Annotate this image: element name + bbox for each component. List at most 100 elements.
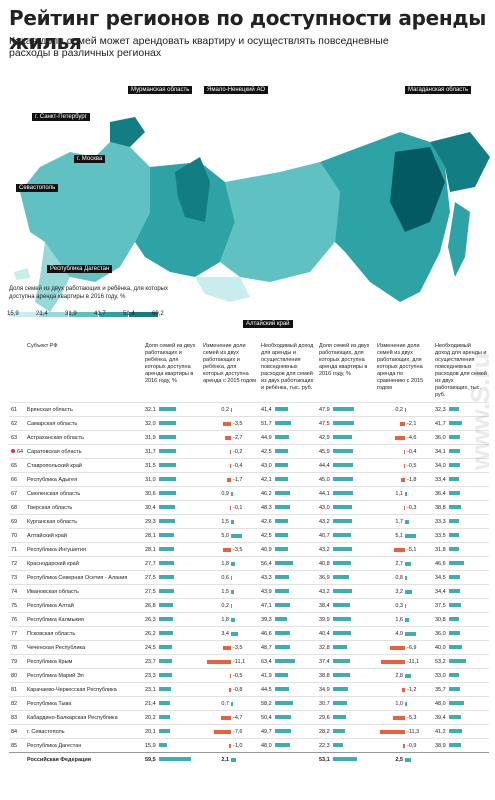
bar bbox=[158, 659, 172, 664]
header-share: Доля семей из двух работающих, для котор… bbox=[319, 343, 370, 377]
cell-value: 31,7 bbox=[145, 448, 156, 455]
cell-value: 15,9 bbox=[145, 742, 156, 749]
cell-rank: 66 bbox=[9, 472, 25, 487]
cell-rank: 67 bbox=[9, 486, 25, 501]
table-row: 74 Ивановская область 27,5 1,5 43,9 43,2 3,2 34… bbox=[9, 584, 489, 599]
cell-value: 0,2 bbox=[395, 406, 403, 413]
cell-region: Тверская область bbox=[25, 500, 143, 515]
bar bbox=[274, 743, 291, 748]
bar bbox=[448, 659, 466, 664]
cell-value: 0,2 bbox=[221, 602, 229, 609]
cell-rank: 63 bbox=[9, 430, 25, 445]
map-label-murmansk: Мурманская область bbox=[128, 86, 193, 94]
rating-table: Субъект РФ Доля семей из двух работающих… bbox=[9, 340, 489, 766]
cell-value: 41,7 bbox=[435, 420, 446, 427]
cell-value: 46,6 bbox=[261, 630, 272, 637]
bar bbox=[448, 407, 460, 412]
legend-color-scale bbox=[9, 304, 159, 322]
table-row: 80 Республика Марий Эл 23,3 -0,5 41,9 38,8 2,8… bbox=[9, 668, 489, 683]
negative-bar bbox=[393, 715, 405, 720]
negative-bar bbox=[223, 645, 231, 650]
cell-value: -0,4 bbox=[407, 448, 417, 455]
map-region-chukotka bbox=[430, 132, 490, 192]
bar bbox=[274, 505, 291, 510]
positive-bar bbox=[405, 519, 409, 524]
bar bbox=[158, 533, 175, 538]
bar bbox=[332, 659, 350, 664]
cell-region: Республика Калмыкия bbox=[25, 612, 143, 627]
cell-value: 39,3 bbox=[261, 616, 272, 623]
map-label-altai: Алтайский край bbox=[243, 320, 293, 328]
cell-value: 38,4 bbox=[319, 602, 330, 609]
cell-region: Республика Марий Эл bbox=[25, 668, 143, 683]
cell-rank: 83 bbox=[9, 710, 25, 725]
cell-value: 0,6 bbox=[221, 574, 229, 581]
cell-value: 5,0 bbox=[221, 532, 229, 539]
cell-value: 1,6 bbox=[395, 616, 403, 623]
negative-bar bbox=[403, 463, 405, 468]
map-label-spb: г. Санкт-Петербург bbox=[32, 113, 90, 121]
bar bbox=[274, 673, 289, 678]
negative-bar bbox=[230, 505, 231, 510]
negative-bar bbox=[223, 421, 231, 426]
positive-bar bbox=[231, 561, 235, 566]
bar bbox=[158, 589, 174, 594]
bar bbox=[158, 687, 172, 692]
cell-value: 44,1 bbox=[319, 490, 330, 497]
bar bbox=[332, 743, 343, 748]
bar bbox=[274, 491, 290, 496]
cell-value: 40,0 bbox=[435, 644, 446, 651]
cell-value: 43,2 bbox=[319, 518, 330, 525]
cell-value: 21,4 bbox=[145, 700, 156, 707]
cell-value: 28,1 bbox=[145, 546, 156, 553]
header-change-child: Изменение доли семей из двух работающих … bbox=[203, 343, 256, 384]
bar bbox=[158, 701, 171, 706]
cell-region: Чеченская Республика bbox=[25, 640, 143, 655]
cell-value: 41,2 bbox=[435, 728, 446, 735]
bar bbox=[448, 603, 461, 608]
cell-value: 23,7 bbox=[145, 658, 156, 665]
cell-region: Смоленская область bbox=[25, 486, 143, 501]
watermark: www.S.ru bbox=[465, 352, 495, 471]
cell-rank: 85 bbox=[9, 738, 25, 753]
cell-value: 58,2 bbox=[261, 700, 272, 707]
positive-bar bbox=[405, 491, 408, 496]
bar bbox=[332, 477, 353, 482]
bar bbox=[274, 533, 289, 538]
bar bbox=[158, 547, 175, 552]
header-share-child: Доля семей из двух работающих и ребёнка,… bbox=[145, 343, 196, 384]
legend-tick-label: 15,9 bbox=[7, 311, 19, 317]
bar bbox=[158, 575, 174, 580]
cell-value: 63,4 bbox=[261, 658, 272, 665]
bar bbox=[274, 603, 290, 608]
negative-bar bbox=[389, 645, 405, 650]
cell-rank: 64 bbox=[9, 444, 25, 459]
cell-value: 48,0 bbox=[435, 700, 446, 707]
legend-tick-label: 21,4 bbox=[36, 311, 48, 317]
negative-bar bbox=[394, 435, 405, 440]
table-row: 81 Карачаево-Черкесская Республика 23,1 -0,… bbox=[9, 682, 489, 697]
bar bbox=[158, 505, 176, 510]
header-rank bbox=[9, 340, 25, 403]
positive-bar bbox=[405, 673, 412, 678]
bar bbox=[332, 449, 354, 454]
cell-rank: 82 bbox=[9, 696, 25, 711]
cell-value: 53,2 bbox=[435, 658, 446, 665]
table-row: 76 Республика Калмыкия 26,3 1,8 39,3 39,9 1,6 3… bbox=[9, 612, 489, 627]
negative-bar bbox=[229, 687, 231, 692]
cell-value: 1,8 bbox=[221, 560, 229, 567]
table-row: 75 Республика Алтай 26,8 0,2 47,1 38,4 0,3 37,5 bbox=[9, 598, 489, 613]
cell-value: -11,1 bbox=[233, 658, 246, 665]
cell-rank: 68 bbox=[9, 500, 25, 515]
positive-bar bbox=[405, 757, 411, 762]
cell-value: 2,5 bbox=[395, 756, 403, 763]
cell-value: 47,5 bbox=[319, 420, 330, 427]
cell-value: 4,9 bbox=[395, 630, 403, 637]
cell-value: 29,3 bbox=[145, 518, 156, 525]
bar bbox=[448, 449, 460, 454]
cell-value: -4,7 bbox=[233, 714, 243, 721]
bar bbox=[158, 519, 175, 524]
legend-tick-label: 31,9 bbox=[65, 311, 77, 317]
bar bbox=[332, 561, 352, 566]
positive-bar bbox=[405, 533, 417, 538]
